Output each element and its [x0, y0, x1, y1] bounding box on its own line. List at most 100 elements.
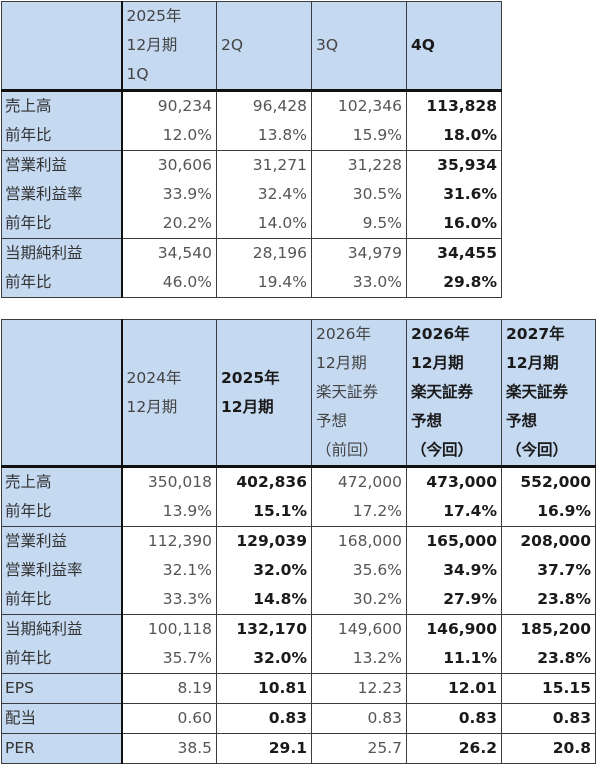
- cell: 9.5%: [311, 209, 407, 239]
- cell: 102,346: [311, 90, 407, 121]
- cell: 31.6%: [406, 180, 502, 209]
- cell: 473,000: [406, 466, 502, 497]
- cell: 18.0%: [406, 121, 502, 151]
- header-line: （今回）: [411, 441, 474, 459]
- cell: 35.6%: [311, 556, 407, 585]
- cell: 149,600: [311, 614, 407, 644]
- header-line: 12月期: [506, 354, 559, 372]
- row-label: 配当: [1, 703, 123, 734]
- header-corner: [1, 319, 123, 468]
- quarterly-results-table: 2025年 12月期 1Q 2Q 3Q 4Q 売上高 90,234 96,428…: [1, 1, 502, 298]
- cell: 96,428: [216, 90, 312, 121]
- row-label: 前年比: [1, 209, 123, 239]
- cell: 34,979: [311, 238, 407, 268]
- row-label: 売上高: [1, 466, 123, 497]
- header-fy2026-current-forecast: 2026年 12月期 楽天証券 予想 （今回）: [406, 319, 502, 468]
- cell: 12.23: [311, 673, 407, 704]
- cell: 208,000: [501, 526, 596, 556]
- cell: 15.1%: [216, 497, 312, 527]
- header-line: 2024年: [126, 368, 182, 387]
- header-line: 12月期: [126, 36, 178, 54]
- cell: 30.5%: [311, 180, 407, 209]
- cell: 19.4%: [216, 268, 312, 298]
- table-row: 配当 0.60 0.83 0.83 0.83 0.83: [1, 703, 596, 734]
- table-row: 前年比 13.9% 15.1% 17.2% 17.4% 16.9%: [1, 497, 596, 527]
- cell: 33.0%: [311, 268, 407, 298]
- cell: 100,118: [121, 614, 217, 644]
- row-label: 当期純利益: [1, 238, 123, 268]
- cell: 8.19: [121, 673, 217, 704]
- cell: 34,540: [121, 238, 217, 268]
- table-header-row: 2025年 12月期 1Q 2Q 3Q 4Q: [1, 1, 502, 92]
- cell: 402,836: [216, 466, 312, 497]
- row-label: 当期純利益: [1, 614, 123, 644]
- header-line: 予想: [411, 412, 443, 430]
- cell: 20.2%: [121, 209, 217, 239]
- header-line: 予想: [506, 412, 538, 430]
- cell: 14.8%: [216, 585, 312, 615]
- cell: 23.8%: [501, 585, 596, 615]
- table-row: 営業利益率 33.9% 32.4% 30.5% 31.6%: [1, 180, 502, 209]
- cell: 38.5: [121, 733, 217, 764]
- cell: 27.9%: [406, 585, 502, 615]
- cell: 25.7: [311, 733, 407, 764]
- cell: 16.0%: [406, 209, 502, 239]
- cell: 20.8: [501, 733, 596, 764]
- cell: 14.0%: [216, 209, 312, 239]
- table-row: 前年比 35.7% 32.0% 13.2% 11.1% 23.8%: [1, 644, 596, 674]
- cell: 31,271: [216, 150, 312, 180]
- cell: 32.0%: [216, 556, 312, 585]
- cell: 13.2%: [311, 644, 407, 674]
- header-label: 3Q: [316, 36, 339, 54]
- header-line: 12月期: [316, 354, 367, 372]
- cell: 35.7%: [121, 644, 217, 674]
- cell: 0.83: [216, 703, 312, 734]
- header-line: 12月期: [411, 354, 464, 372]
- cell: 146,900: [406, 614, 502, 644]
- cell: 552,000: [501, 466, 596, 497]
- row-label: 前年比: [1, 585, 123, 615]
- header-corner: [1, 1, 123, 92]
- header-line: 2026年: [316, 325, 371, 343]
- cell: 0.83: [406, 703, 502, 734]
- header-label: 4Q: [411, 36, 435, 54]
- header-line: 12月期: [221, 397, 274, 416]
- cell: 12.0%: [121, 121, 217, 151]
- header-line: 楽天証券: [316, 383, 379, 401]
- table-row: 前年比 20.2% 14.0% 9.5% 16.0%: [1, 209, 502, 239]
- cell: 33.3%: [121, 585, 217, 615]
- cell: 13.8%: [216, 121, 312, 151]
- cell: 17.4%: [406, 497, 502, 527]
- cell: 113,828: [406, 90, 502, 121]
- cell: 132,170: [216, 614, 312, 644]
- header-line: 楽天証券: [411, 383, 474, 401]
- row-label: 営業利益率: [1, 180, 123, 209]
- table-row: 前年比 12.0% 13.8% 15.9% 18.0%: [1, 121, 502, 151]
- table-row: 前年比 46.0% 19.4% 33.0% 29.8%: [1, 268, 502, 298]
- cell: 35,934: [406, 150, 502, 180]
- table-row: 当期純利益 100,118 132,170 149,600 146,900 18…: [1, 614, 596, 644]
- header-line: 2025年: [126, 7, 182, 25]
- table-row: 当期純利益 34,540 28,196 34,979 34,455: [1, 238, 502, 268]
- cell: 472,000: [311, 466, 407, 497]
- cell: 34.9%: [406, 556, 502, 585]
- cell: 112,390: [121, 526, 217, 556]
- cell: 168,000: [311, 526, 407, 556]
- header-1q: 2025年 12月期 1Q: [121, 1, 217, 92]
- header-2q: 2Q: [216, 1, 312, 92]
- row-label: 前年比: [1, 121, 123, 151]
- row-label: 営業利益率: [1, 556, 123, 585]
- row-label: 営業利益: [1, 526, 123, 556]
- cell: 29.8%: [406, 268, 502, 298]
- header-fy2027-current-forecast: 2027年 12月期 楽天証券 予想 （今回）: [501, 319, 596, 468]
- cell: 17.2%: [311, 497, 407, 527]
- header-label: 2Q: [221, 36, 244, 54]
- table-row: 売上高 90,234 96,428 102,346 113,828: [1, 90, 502, 121]
- cell: 32.1%: [121, 556, 217, 585]
- table-row: PER 38.5 29.1 25.7 26.2 20.8: [1, 733, 596, 764]
- cell: 16.9%: [501, 497, 596, 527]
- header-4q: 4Q: [406, 1, 502, 92]
- annual-forecast-table: 2024年 12月期 2025年 12月期 2026年 12月期 楽天証券 予想…: [1, 319, 596, 764]
- table-row: 営業利益 30,606 31,271 31,228 35,934: [1, 150, 502, 180]
- row-label: 前年比: [1, 644, 123, 674]
